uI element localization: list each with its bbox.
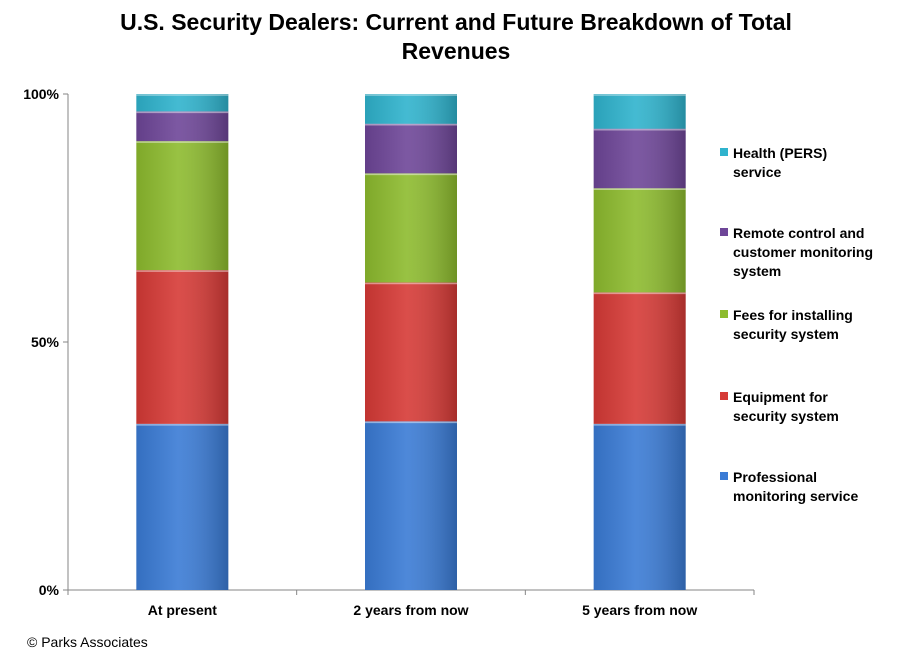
bar-segment-shading	[593, 292, 686, 424]
bar-segment-shading	[136, 94, 229, 112]
legend-label: Professional	[733, 469, 817, 485]
bar-segment-shading	[593, 188, 686, 293]
bar-segment-shading	[136, 270, 229, 424]
bar-segment-shading	[365, 123, 457, 174]
bar-segment-shading	[365, 94, 457, 124]
legend-swatch	[720, 472, 728, 480]
bar-segment-shading	[365, 421, 457, 590]
chart-title: U.S. Security Dealers: Current and Futur…	[0, 8, 912, 66]
bar-segment-shading	[593, 94, 686, 129]
legend-label: service	[733, 164, 781, 180]
legend-label: Health (PERS)	[733, 145, 827, 161]
legend-label: customer monitoring	[733, 244, 873, 260]
bar-segment-shading	[365, 173, 457, 283]
y-tick-label: 50%	[31, 334, 60, 350]
legend-label: Fees for installing	[733, 307, 853, 323]
bar-segment-shading	[593, 423, 686, 590]
bar-segment-shading	[136, 423, 229, 590]
y-tick-label: 0%	[39, 582, 60, 598]
copyright-text: © Parks Associates	[27, 634, 148, 650]
legend-label: Equipment for	[733, 389, 828, 405]
x-tick-label: At present	[148, 602, 218, 618]
legend-label: monitoring service	[733, 488, 858, 504]
y-tick-label: 100%	[23, 86, 59, 102]
bar-segment-shading	[136, 141, 229, 271]
bar-segment-shading	[365, 282, 457, 422]
legend: Health (PERS) service Remote control and cu…	[720, 145, 873, 504]
x-tick-label: 5 years from now	[582, 602, 697, 618]
legend-swatch	[720, 228, 728, 236]
legend-label: security system	[733, 326, 839, 342]
chart-title-line-2: Revenues	[401, 38, 511, 64]
bar-segment-shading	[136, 111, 229, 142]
chart-title-line-1: U.S. Security Dealers: Current and Futur…	[120, 9, 792, 35]
legend-swatch	[720, 310, 728, 318]
x-tick-label: 2 years from now	[353, 602, 468, 618]
legend-swatch	[720, 148, 728, 156]
legend-label: system	[733, 263, 781, 279]
bar-segment-shading	[593, 128, 686, 189]
legend-swatch	[720, 392, 728, 400]
legend-label: security system	[733, 408, 839, 424]
plot-area: 0% 50% 100% At present 2 years from now 5 yea…	[23, 86, 755, 618]
legend-label: Remote control and	[733, 225, 864, 241]
